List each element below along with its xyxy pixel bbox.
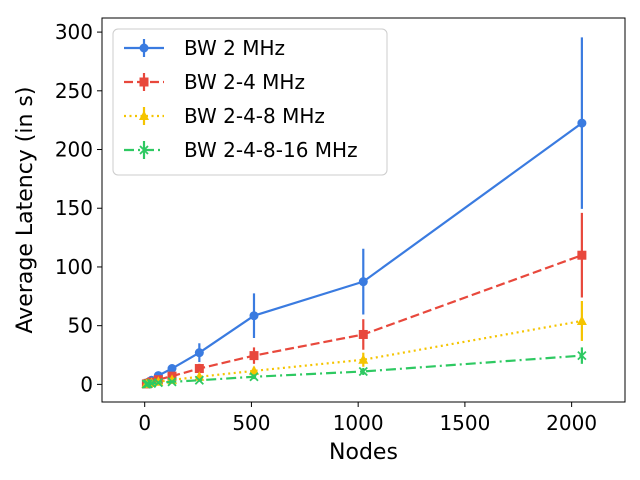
y-tick-label: 150 <box>55 196 93 220</box>
data-point <box>167 377 177 387</box>
data-point <box>143 379 153 389</box>
data-point <box>358 277 368 287</box>
legend-box <box>112 28 388 176</box>
legend-item: BW 2-4-8-16 MHz <box>124 138 358 162</box>
legend-marker <box>139 43 149 53</box>
y-axis-label: Average Latency (in s) <box>13 87 38 334</box>
series-4 <box>141 347 587 389</box>
data-point <box>194 364 204 374</box>
legend-item: BW 2-4-8 MHz <box>124 104 325 128</box>
data-point <box>358 329 368 339</box>
legend-label: BW 2 MHz <box>184 36 285 60</box>
x-axis-label: Nodes <box>329 440 398 465</box>
data-point <box>358 366 368 377</box>
x-tick-label: 0 <box>138 411 151 435</box>
x-tick-label: 500 <box>232 411 270 435</box>
data-point <box>249 311 259 321</box>
legend-marker <box>139 145 149 155</box>
x-tick-label: 1500 <box>439 411 490 435</box>
legend-label: BW 2-4 MHz <box>184 70 305 94</box>
data-point <box>248 365 259 375</box>
y-tick-label: 250 <box>55 79 93 103</box>
data-point <box>577 118 587 128</box>
data-point <box>577 250 587 260</box>
y-tick-label: 100 <box>55 255 93 279</box>
data-point <box>167 364 177 374</box>
data-point <box>577 350 587 361</box>
data-point <box>249 372 259 382</box>
legend-item: BW 2 MHz <box>124 36 285 60</box>
y-tick-label: 300 <box>55 20 93 44</box>
data-point <box>153 377 163 388</box>
y-tick-label: 200 <box>55 138 93 162</box>
legend-label: BW 2-4-8 MHz <box>184 104 325 128</box>
data-point <box>194 348 204 358</box>
legend-marker <box>139 110 149 120</box>
data-point <box>358 354 369 364</box>
legend-marker <box>139 77 149 87</box>
series-layer <box>141 37 587 389</box>
x-tick-label: 1000 <box>333 411 384 435</box>
series-line <box>146 319 583 386</box>
y-tick-label: 0 <box>80 372 93 396</box>
axes-frame <box>101 17 626 403</box>
legend-label: BW 2-4-8-16 MHz <box>184 138 358 162</box>
legend-item: BW 2-4 MHz <box>124 70 305 94</box>
data-point <box>194 375 204 385</box>
legend: BW 2 MHz BW 2-4 MHz BW 2-4-8 MHz BW 2-4-8-1… <box>112 28 388 176</box>
data-point <box>249 351 259 361</box>
data-point <box>576 315 587 325</box>
x-tick-label: 2000 <box>546 411 597 435</box>
y-tick-label: 50 <box>68 314 93 338</box>
ticks-layer: 0 500 1000 1500 2000 0 50 100 150 200 250 300 <box>55 20 597 435</box>
